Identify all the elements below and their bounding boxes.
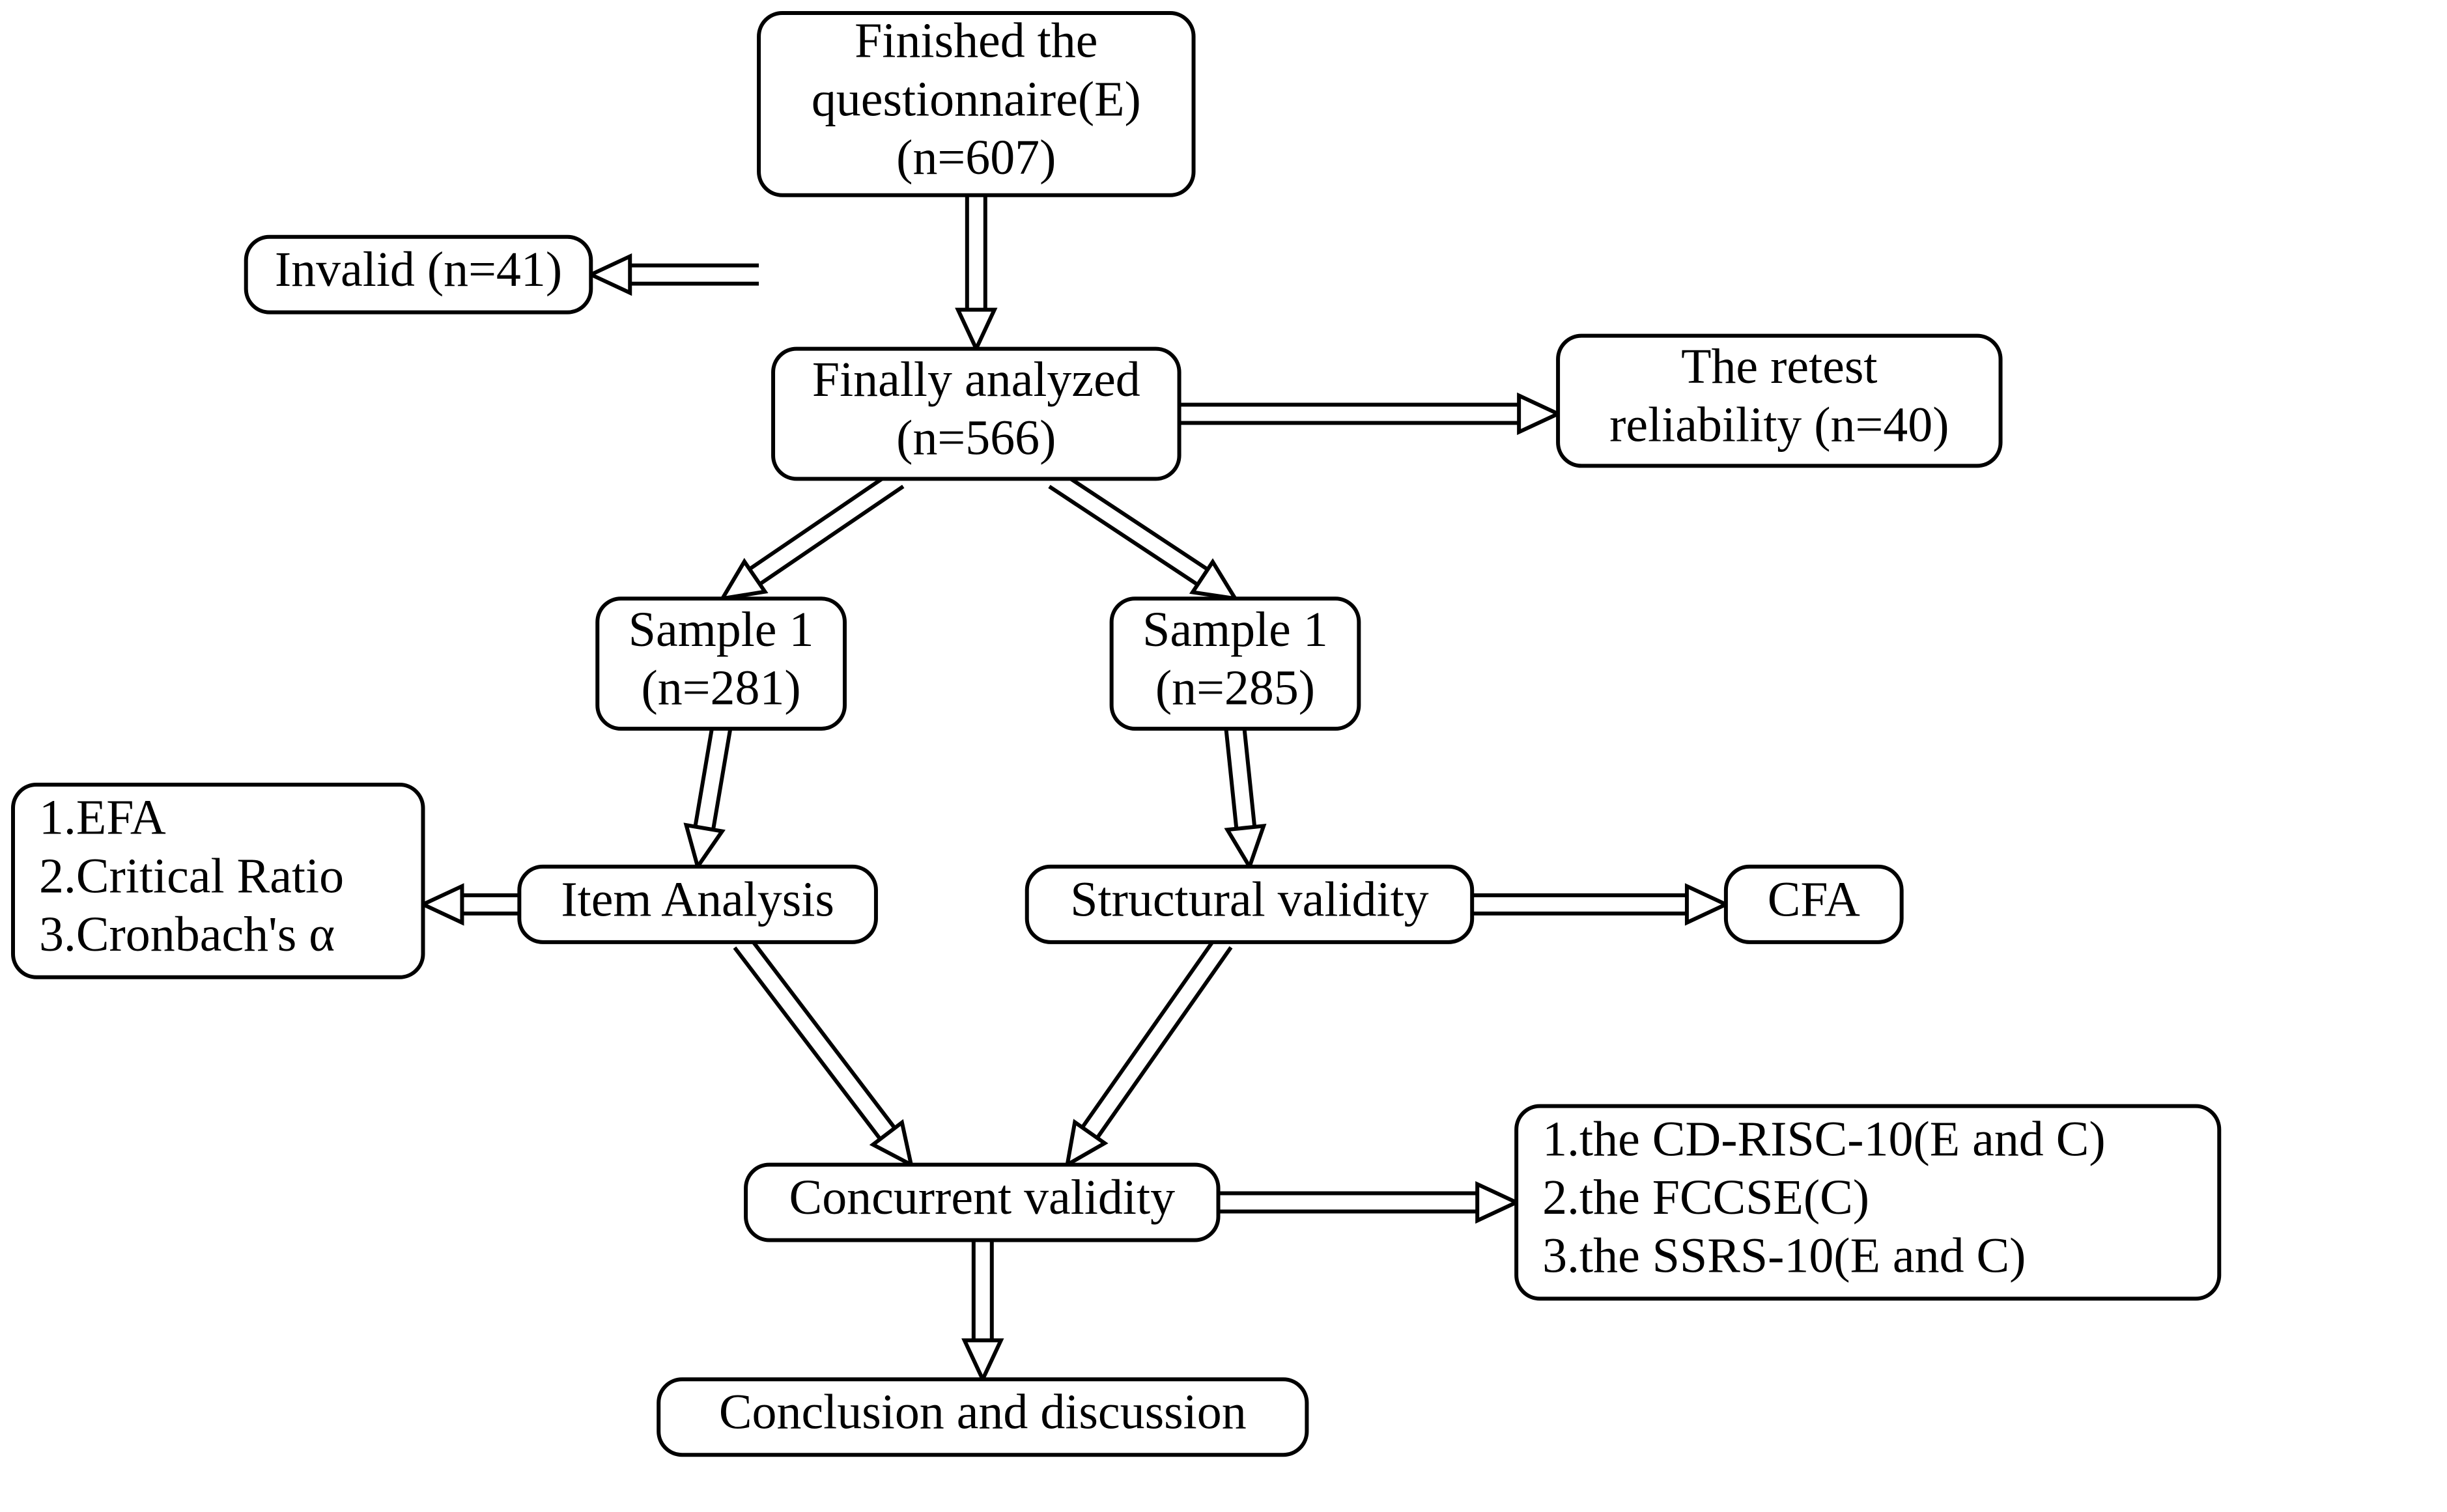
edge-start-to-invalid [591, 257, 759, 293]
node-efa-line-0: 1.EFA [39, 791, 166, 845]
node-sample2: Sample 1(n=285) [1112, 598, 1359, 729]
node-cfa: CFA [1726, 867, 1902, 942]
node-sample2-line-1: (n=285) [1155, 660, 1315, 715]
node-structural: Structural validity [1027, 867, 1472, 942]
edge-analyzed-to-sample1 [722, 471, 903, 598]
edge-concurrent-to-measures [1219, 1184, 1517, 1221]
node-conclusion: Conclusion and discussion [658, 1379, 1307, 1455]
node-invalid-line-0: Invalid (n=41) [275, 242, 562, 297]
node-retest-line-0: The retest [1681, 339, 1877, 394]
node-analyzed-line-0: Finally analyzed [812, 352, 1140, 407]
node-start-line-0: Finished the [855, 14, 1097, 68]
edge-structural-to-concurrent [1068, 937, 1231, 1165]
edge-structural-to-cfa [1472, 886, 1726, 923]
node-sample1-line-0: Sample 1 [629, 602, 814, 657]
node-item-line-0: Item Analysis [561, 872, 834, 927]
node-concurrent: Concurrent validity [746, 1165, 1218, 1240]
edge-analyzed-to-sample2 [1049, 471, 1235, 599]
node-analyzed-line-1: (n=566) [896, 411, 1056, 466]
node-retest: The retestreliability (n=40) [1558, 336, 2000, 466]
edge-item-to-efa [423, 886, 519, 923]
edge-sample1-to-item [686, 727, 730, 867]
node-measures: 1.the CD-RISC-10(E and C)2.the FCCSE(C)3… [1516, 1106, 2219, 1299]
node-invalid: Invalid (n=41) [246, 237, 591, 313]
node-sample1: Sample 1(n=281) [597, 598, 845, 729]
node-retest-line-1: reliability (n=40) [1609, 398, 1949, 453]
node-measures-line-1: 2.the FCCSE(C) [1542, 1170, 1869, 1225]
node-efa-line-1: 2.Critical Ratio [39, 848, 344, 903]
node-efa-line-2: 3.Cronbach's α [39, 907, 335, 962]
edge-concurrent-to-conclusion [965, 1240, 1001, 1379]
node-sample1-line-1: (n=281) [642, 660, 801, 715]
node-sample2-line-0: Sample 1 [1142, 602, 1328, 657]
edge-sample2-to-structural [1226, 728, 1264, 867]
edge-start-to-analyzed [958, 195, 995, 349]
node-efa: 1.EFA2.Critical Ratio3.Cronbach's α [13, 785, 423, 977]
node-item: Item Analysis [519, 867, 876, 942]
nodes-layer: Finished thequestionnaire(E)(n=607) Inval… [13, 13, 2219, 1455]
node-cfa-line-0: CFA [1768, 872, 1860, 927]
node-conclusion-line-0: Conclusion and discussion [719, 1385, 1247, 1440]
node-concurrent-line-0: Concurrent validity [789, 1170, 1176, 1225]
node-structural-line-0: Structural validity [1070, 872, 1428, 927]
node-analyzed: Finally analyzed(n=566) [773, 349, 1180, 479]
edge-analyzed-to-retest [1180, 396, 1559, 432]
node-measures-line-0: 1.the CD-RISC-10(E and C) [1542, 1112, 2106, 1166]
node-start: Finished thequestionnaire(E)(n=607) [759, 13, 1193, 195]
node-start-line-1: questionnaire(E) [812, 72, 1141, 126]
node-measures-line-2: 3.the SSRS-10(E and C) [1542, 1229, 2026, 1283]
edge-item-to-concurrent [735, 936, 911, 1164]
node-start-line-2: (n=607) [896, 130, 1056, 185]
